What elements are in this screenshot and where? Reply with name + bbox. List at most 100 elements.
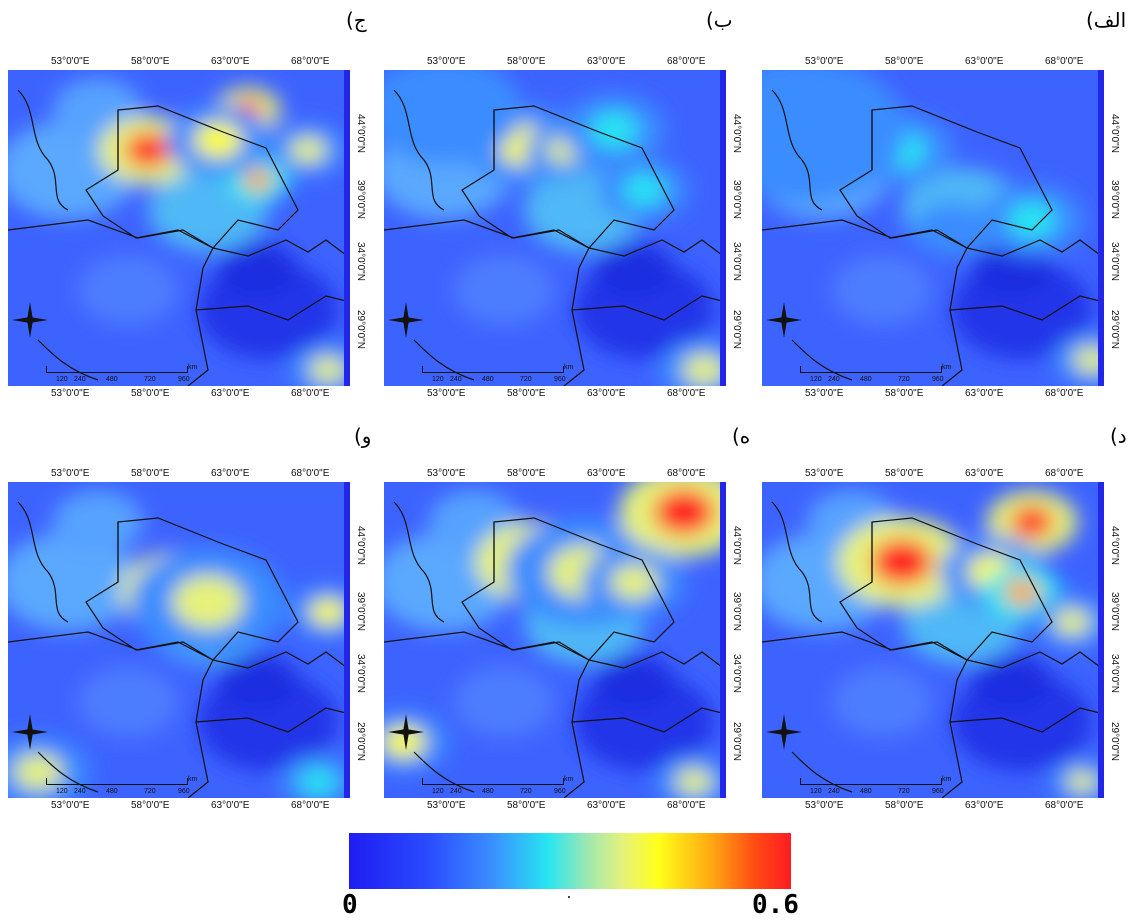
map-raster: 120 240 480 720 960 km: [762, 70, 1104, 386]
lon-tick-top: 63°0'0"E: [587, 468, 626, 479]
map-panel-be: 53°0'0"E 58°0'0"E 63°0'0"E 68°0'0"E 53°0'0"E…: [384, 54, 744, 399]
lon-tick-bottom: 58°0'0"E: [885, 388, 924, 399]
lon-tick-bottom: 58°0'0"E: [885, 800, 924, 811]
lon-tick-bottom: 63°0'0"E: [965, 388, 1004, 399]
map-panel-he: 53°0'0"E 58°0'0"E 63°0'0"E 68°0'0"E 53°0'0"E…: [384, 466, 744, 811]
lon-tick-top: 68°0'0"E: [667, 468, 706, 479]
map-raster: 120 240 480 720 960 km: [384, 70, 726, 386]
scale-bar: [422, 778, 564, 785]
scale-bar: [800, 366, 942, 373]
lon-tick-bottom: 68°0'0"E: [667, 388, 706, 399]
scale-bar-tick: 240: [450, 376, 462, 383]
panel-label-he: ه): [732, 424, 751, 448]
scale-bar-tick: 480: [482, 376, 494, 383]
scale-bar-tick: 960: [554, 376, 566, 383]
colorbar-max-label: 0.6: [752, 890, 799, 920]
scale-bar: [800, 778, 942, 785]
lat-tick: 34°0'0"N: [731, 242, 742, 281]
lon-tick-top: 63°0'0"E: [211, 56, 250, 67]
scale-bar-tick: 480: [860, 376, 872, 383]
lat-tick: 34°0'0"N: [355, 654, 366, 693]
scale-bar-tick: 960: [178, 376, 190, 383]
lon-tick-bottom: 68°0'0"E: [667, 800, 706, 811]
panel-label-vav: و): [354, 424, 372, 448]
lat-tick: 29°0'0"N: [731, 722, 742, 761]
panel-label-alef: الف): [1086, 8, 1127, 32]
scale-bar-tick: 240: [74, 376, 86, 383]
scale-bar-tick: 240: [828, 788, 840, 795]
lon-tick-bottom: 58°0'0"E: [131, 388, 170, 399]
map-panel-dal: 53°0'0"E 58°0'0"E 63°0'0"E 68°0'0"E 53°0'0"E…: [762, 466, 1122, 811]
panel-label-dal: د): [1110, 424, 1127, 448]
lat-tick: 34°0'0"N: [731, 654, 742, 693]
lon-tick-top: 58°0'0"E: [507, 56, 546, 67]
scale-bar-unit: km: [188, 364, 198, 371]
scale-bar-tick: 720: [520, 376, 532, 383]
lat-tick: 39°0'0"N: [1109, 180, 1120, 219]
scale-bar-tick: 720: [520, 788, 532, 795]
scale-bar-unit: km: [564, 776, 574, 783]
scale-bar-tick: 240: [450, 788, 462, 795]
colorbar-min-label: 0: [342, 890, 358, 920]
scale-bar-tick: 960: [932, 788, 944, 795]
map-raster: 120 240 480 720 960 km: [762, 482, 1104, 798]
north-arrow-icon: [12, 302, 48, 338]
scale-bar-tick: 480: [106, 788, 118, 795]
north-arrow-icon: [766, 302, 802, 338]
lon-tick-top: 63°0'0"E: [211, 468, 250, 479]
north-arrow-icon: [12, 714, 48, 750]
lon-tick-top: 58°0'0"E: [131, 56, 170, 67]
lon-tick-top: 53°0'0"E: [427, 468, 466, 479]
lon-tick-top: 68°0'0"E: [1045, 468, 1084, 479]
stray-dot: [568, 896, 570, 898]
scale-bar-tick: 720: [898, 788, 910, 795]
lon-tick-top: 68°0'0"E: [667, 56, 706, 67]
lat-tick: 29°0'0"N: [1109, 310, 1120, 349]
lon-tick-bottom: 53°0'0"E: [805, 388, 844, 399]
lon-tick-bottom: 53°0'0"E: [805, 800, 844, 811]
lon-tick-bottom: 63°0'0"E: [211, 800, 250, 811]
lon-tick-top: 58°0'0"E: [507, 468, 546, 479]
map-panel-jim: 53°0'0"E 58°0'0"E 63°0'0"E 68°0'0"E 53°0'0"E…: [8, 54, 368, 399]
lon-tick-bottom: 58°0'0"E: [507, 800, 546, 811]
lon-tick-bottom: 68°0'0"E: [291, 388, 330, 399]
scale-bar: [46, 778, 188, 785]
lon-tick-top: 63°0'0"E: [965, 56, 1004, 67]
lon-tick-top: 68°0'0"E: [291, 56, 330, 67]
map-raster: 120 240 480 720 960 km: [8, 70, 350, 386]
scale-bar-tick: 960: [554, 788, 566, 795]
map-panel-alef: 53°0'0"E 58°0'0"E 63°0'0"E 68°0'0"E 53°0'0"E…: [762, 54, 1122, 399]
lon-tick-top: 58°0'0"E: [885, 468, 924, 479]
map-panel-vav: 53°0'0"E 58°0'0"E 63°0'0"E 68°0'0"E 53°0'0"E…: [8, 466, 368, 811]
map-raster: 120 240 480 720 960 km: [384, 482, 726, 798]
scale-bar-tick: 120: [432, 376, 444, 383]
lon-tick-bottom: 63°0'0"E: [211, 388, 250, 399]
scale-bar-tick: 120: [810, 788, 822, 795]
lat-tick: 44°0'0"N: [355, 526, 366, 565]
scale-bar-unit: km: [564, 364, 574, 371]
lon-tick-top: 53°0'0"E: [427, 56, 466, 67]
lon-tick-bottom: 53°0'0"E: [51, 800, 90, 811]
north-arrow-icon: [388, 714, 424, 750]
panel-label-be: ب): [706, 8, 733, 32]
lon-tick-bottom: 53°0'0"E: [427, 800, 466, 811]
scale-bar-unit: km: [942, 776, 952, 783]
lon-tick-bottom: 58°0'0"E: [131, 800, 170, 811]
scale-bar-tick: 240: [74, 788, 86, 795]
scale-bar-tick: 120: [810, 376, 822, 383]
lat-tick: 34°0'0"N: [355, 242, 366, 281]
lon-tick-bottom: 63°0'0"E: [587, 388, 626, 399]
lat-tick: 29°0'0"N: [1109, 722, 1120, 761]
lon-tick-top: 53°0'0"E: [805, 468, 844, 479]
scale-bar-tick: 480: [482, 788, 494, 795]
lat-tick: 39°0'0"N: [355, 180, 366, 219]
lon-tick-bottom: 63°0'0"E: [587, 800, 626, 811]
lat-tick: 29°0'0"N: [355, 722, 366, 761]
lon-tick-bottom: 68°0'0"E: [1045, 800, 1084, 811]
scale-bar-tick: 720: [898, 376, 910, 383]
scale-bar-tick: 240: [828, 376, 840, 383]
scale-bar: [422, 366, 564, 373]
lon-tick-top: 63°0'0"E: [587, 56, 626, 67]
lon-tick-top: 53°0'0"E: [51, 468, 90, 479]
panel-label-jim: ج): [346, 8, 367, 32]
